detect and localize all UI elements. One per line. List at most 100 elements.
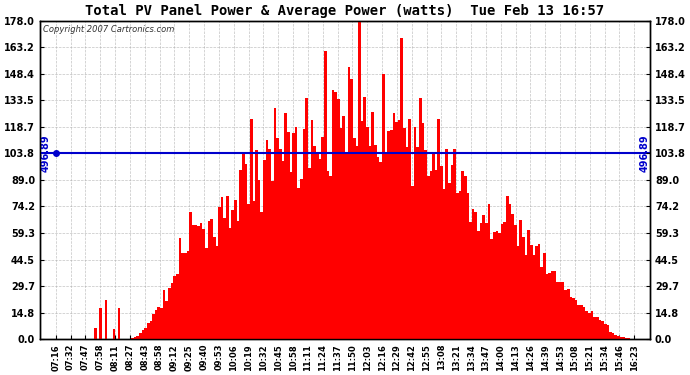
Bar xyxy=(282,161,284,339)
Bar xyxy=(205,248,208,339)
Bar xyxy=(411,186,414,339)
Bar xyxy=(179,238,181,339)
Bar xyxy=(448,183,451,339)
Bar xyxy=(504,222,506,339)
Bar xyxy=(585,311,588,339)
Bar xyxy=(335,92,337,339)
Bar xyxy=(234,200,237,339)
Bar xyxy=(210,219,213,339)
Bar xyxy=(538,244,540,339)
Bar xyxy=(141,330,144,339)
Bar xyxy=(569,297,572,339)
Bar xyxy=(319,159,322,339)
Bar xyxy=(430,171,432,339)
Bar xyxy=(511,214,514,339)
Bar xyxy=(549,273,551,339)
Bar xyxy=(295,127,297,339)
Bar xyxy=(493,232,495,339)
Bar xyxy=(263,160,266,339)
Bar xyxy=(118,308,121,339)
Bar xyxy=(527,230,530,339)
Bar xyxy=(300,179,303,339)
Bar xyxy=(371,112,374,339)
Bar xyxy=(160,308,163,339)
Bar xyxy=(617,336,620,339)
Bar xyxy=(290,172,292,339)
Bar xyxy=(553,272,556,339)
Bar xyxy=(105,300,107,339)
Bar xyxy=(322,137,324,339)
Bar xyxy=(242,154,245,339)
Bar xyxy=(453,149,456,339)
Bar xyxy=(192,225,195,339)
Bar xyxy=(303,129,306,339)
Bar xyxy=(189,212,192,339)
Bar xyxy=(131,338,134,339)
Bar xyxy=(451,165,453,339)
Bar xyxy=(599,321,601,339)
Bar xyxy=(147,323,150,339)
Bar xyxy=(168,288,170,339)
Bar xyxy=(604,324,607,339)
Bar xyxy=(628,338,630,339)
Bar xyxy=(170,283,173,339)
Bar xyxy=(134,337,137,339)
Bar xyxy=(403,128,406,339)
Bar xyxy=(440,166,443,339)
Bar xyxy=(353,138,355,339)
Bar xyxy=(208,221,210,339)
Bar xyxy=(258,180,260,339)
Bar xyxy=(218,207,221,339)
Bar xyxy=(419,98,422,339)
Bar xyxy=(406,147,408,339)
Bar xyxy=(390,130,393,339)
Bar xyxy=(326,171,329,339)
Bar xyxy=(461,171,464,339)
Bar xyxy=(361,121,364,339)
Bar xyxy=(181,253,184,339)
Bar xyxy=(377,158,380,339)
Bar xyxy=(400,38,403,339)
Bar xyxy=(358,21,361,339)
Bar xyxy=(274,108,276,339)
Bar xyxy=(382,74,384,339)
Bar xyxy=(551,272,553,339)
Bar xyxy=(524,255,527,339)
Bar xyxy=(601,321,604,339)
Bar xyxy=(575,300,578,339)
Bar xyxy=(459,191,461,339)
Bar xyxy=(266,140,268,339)
Bar xyxy=(546,274,549,339)
Bar xyxy=(559,282,562,339)
Title: Total PV Panel Power & Average Power (watts)  Tue Feb 13 16:57: Total PV Panel Power & Average Power (wa… xyxy=(86,4,604,18)
Bar xyxy=(387,131,390,339)
Bar xyxy=(593,316,596,339)
Bar xyxy=(472,209,475,339)
Bar xyxy=(482,215,485,339)
Bar xyxy=(195,225,197,339)
Bar xyxy=(572,298,575,339)
Bar xyxy=(612,333,614,339)
Bar xyxy=(247,204,250,339)
Bar xyxy=(498,233,501,339)
Bar xyxy=(199,224,202,339)
Bar xyxy=(464,176,466,339)
Bar xyxy=(197,226,199,339)
Bar xyxy=(477,231,480,339)
Bar xyxy=(329,176,332,339)
Bar xyxy=(224,218,226,339)
Bar xyxy=(456,193,459,339)
Bar xyxy=(332,90,335,339)
Bar xyxy=(316,152,319,339)
Bar xyxy=(137,336,139,339)
Bar xyxy=(292,134,295,339)
Bar xyxy=(184,254,186,339)
Bar xyxy=(596,317,599,339)
Bar xyxy=(393,113,395,339)
Bar xyxy=(94,328,97,339)
Bar xyxy=(578,305,580,339)
Bar xyxy=(221,197,224,339)
Bar xyxy=(398,120,400,339)
Bar xyxy=(173,276,176,339)
Bar xyxy=(517,246,520,339)
